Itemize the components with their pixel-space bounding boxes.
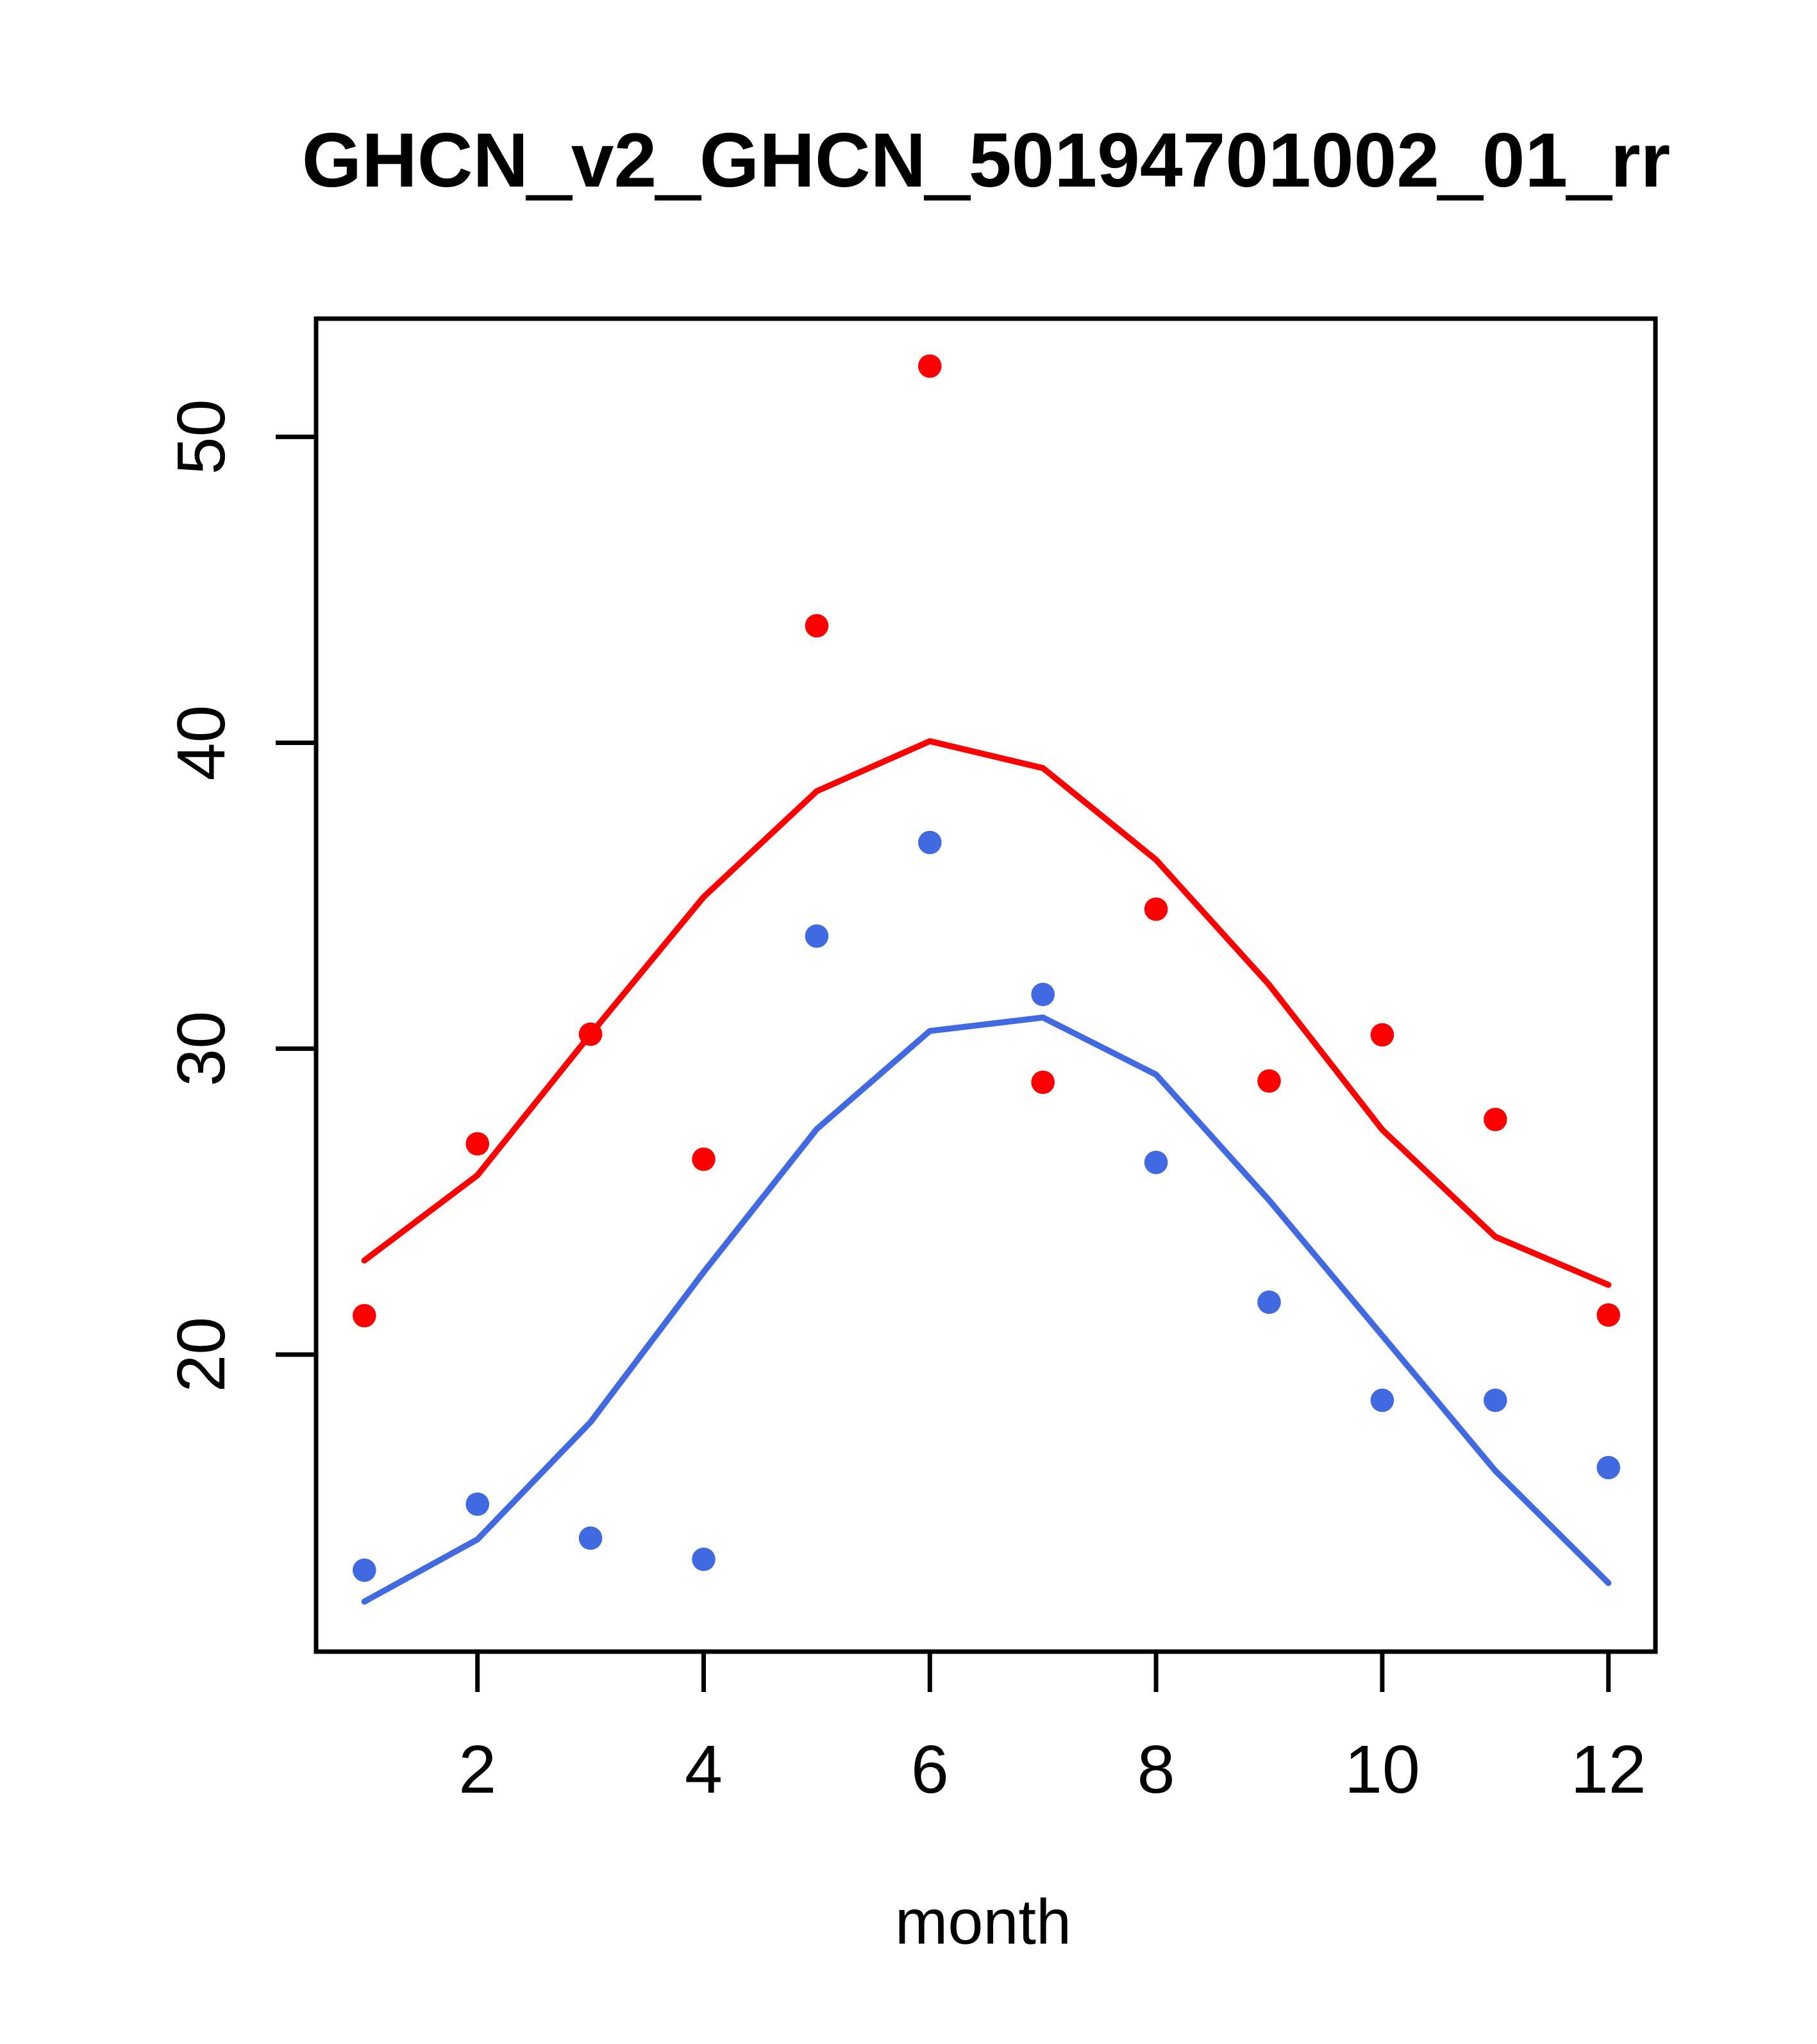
svg-text:2: 2 (458, 1732, 496, 1807)
svg-text:6: 6 (911, 1732, 949, 1807)
svg-text:20: 20 (163, 1317, 239, 1393)
svg-text:12: 12 (1571, 1732, 1646, 1807)
svg-text:30: 30 (163, 1011, 239, 1087)
svg-text:40: 40 (163, 705, 239, 781)
svg-text:month: month (895, 1886, 1071, 1957)
svg-text:10: 10 (1344, 1732, 1420, 1807)
svg-text:GHCN v2 GHCN 50194701002 0: GHCN v2 GHCN 50194701002 01 rr (302, 117, 1671, 203)
svg-text:8: 8 (1137, 1732, 1175, 1807)
svg-text:50: 50 (163, 399, 239, 474)
svg-text:4: 4 (685, 1732, 723, 1807)
